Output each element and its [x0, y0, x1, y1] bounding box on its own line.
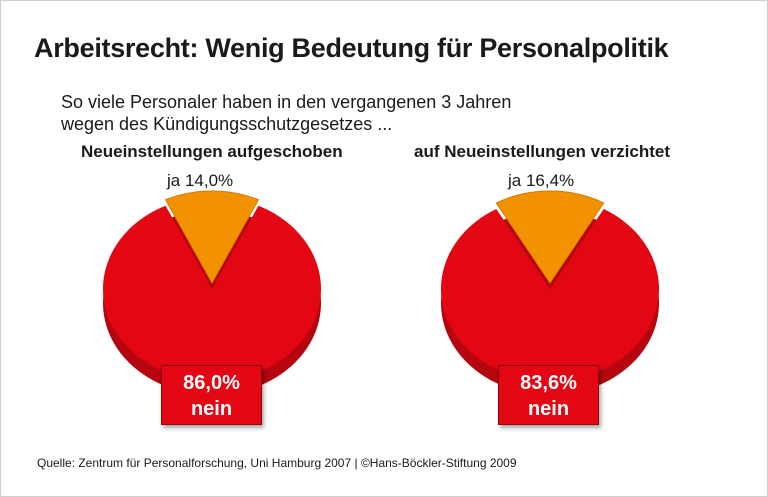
- pie-2-nein-label: 83,6% nein: [498, 365, 599, 425]
- pie-1-ja-label: ja 14,0%: [167, 171, 234, 190]
- pie-2-title: auf Neueinstellungen verzichtet: [414, 142, 670, 161]
- subtitle: So viele Personaler haben in den vergang…: [61, 91, 511, 135]
- pie-1-title: Neueinstellungen aufgeschoben: [81, 142, 343, 161]
- chart-title: Arbeitsrecht: Wenig Bedeutung für Person…: [34, 33, 669, 63]
- pie-2-nein-value: 83,6%: [520, 372, 577, 394]
- subtitle-line-1: So viele Personaler haben in den vergang…: [61, 92, 512, 112]
- pie-1-nein-label: 86,0% nein: [161, 365, 262, 425]
- pie-1-nein-value: 86,0%: [183, 372, 240, 394]
- subtitle-line-2: wegen des Kündigungsschutzgesetzes ...: [61, 114, 393, 134]
- pie-2-slice-ja: [495, 190, 605, 284]
- pie-1-slice-nein: [102, 205, 322, 381]
- pie-2-nein-text: nein: [527, 398, 570, 420]
- pie-2-ja-label: ja 16,4%: [508, 171, 575, 190]
- pie-1-nein-text: nein: [190, 398, 233, 420]
- pie-2-slice-nein: [440, 208, 659, 381]
- pie-1-slice-ja: [164, 190, 260, 285]
- source-note: Quelle: Zentrum für Personalforschung, U…: [37, 456, 517, 470]
